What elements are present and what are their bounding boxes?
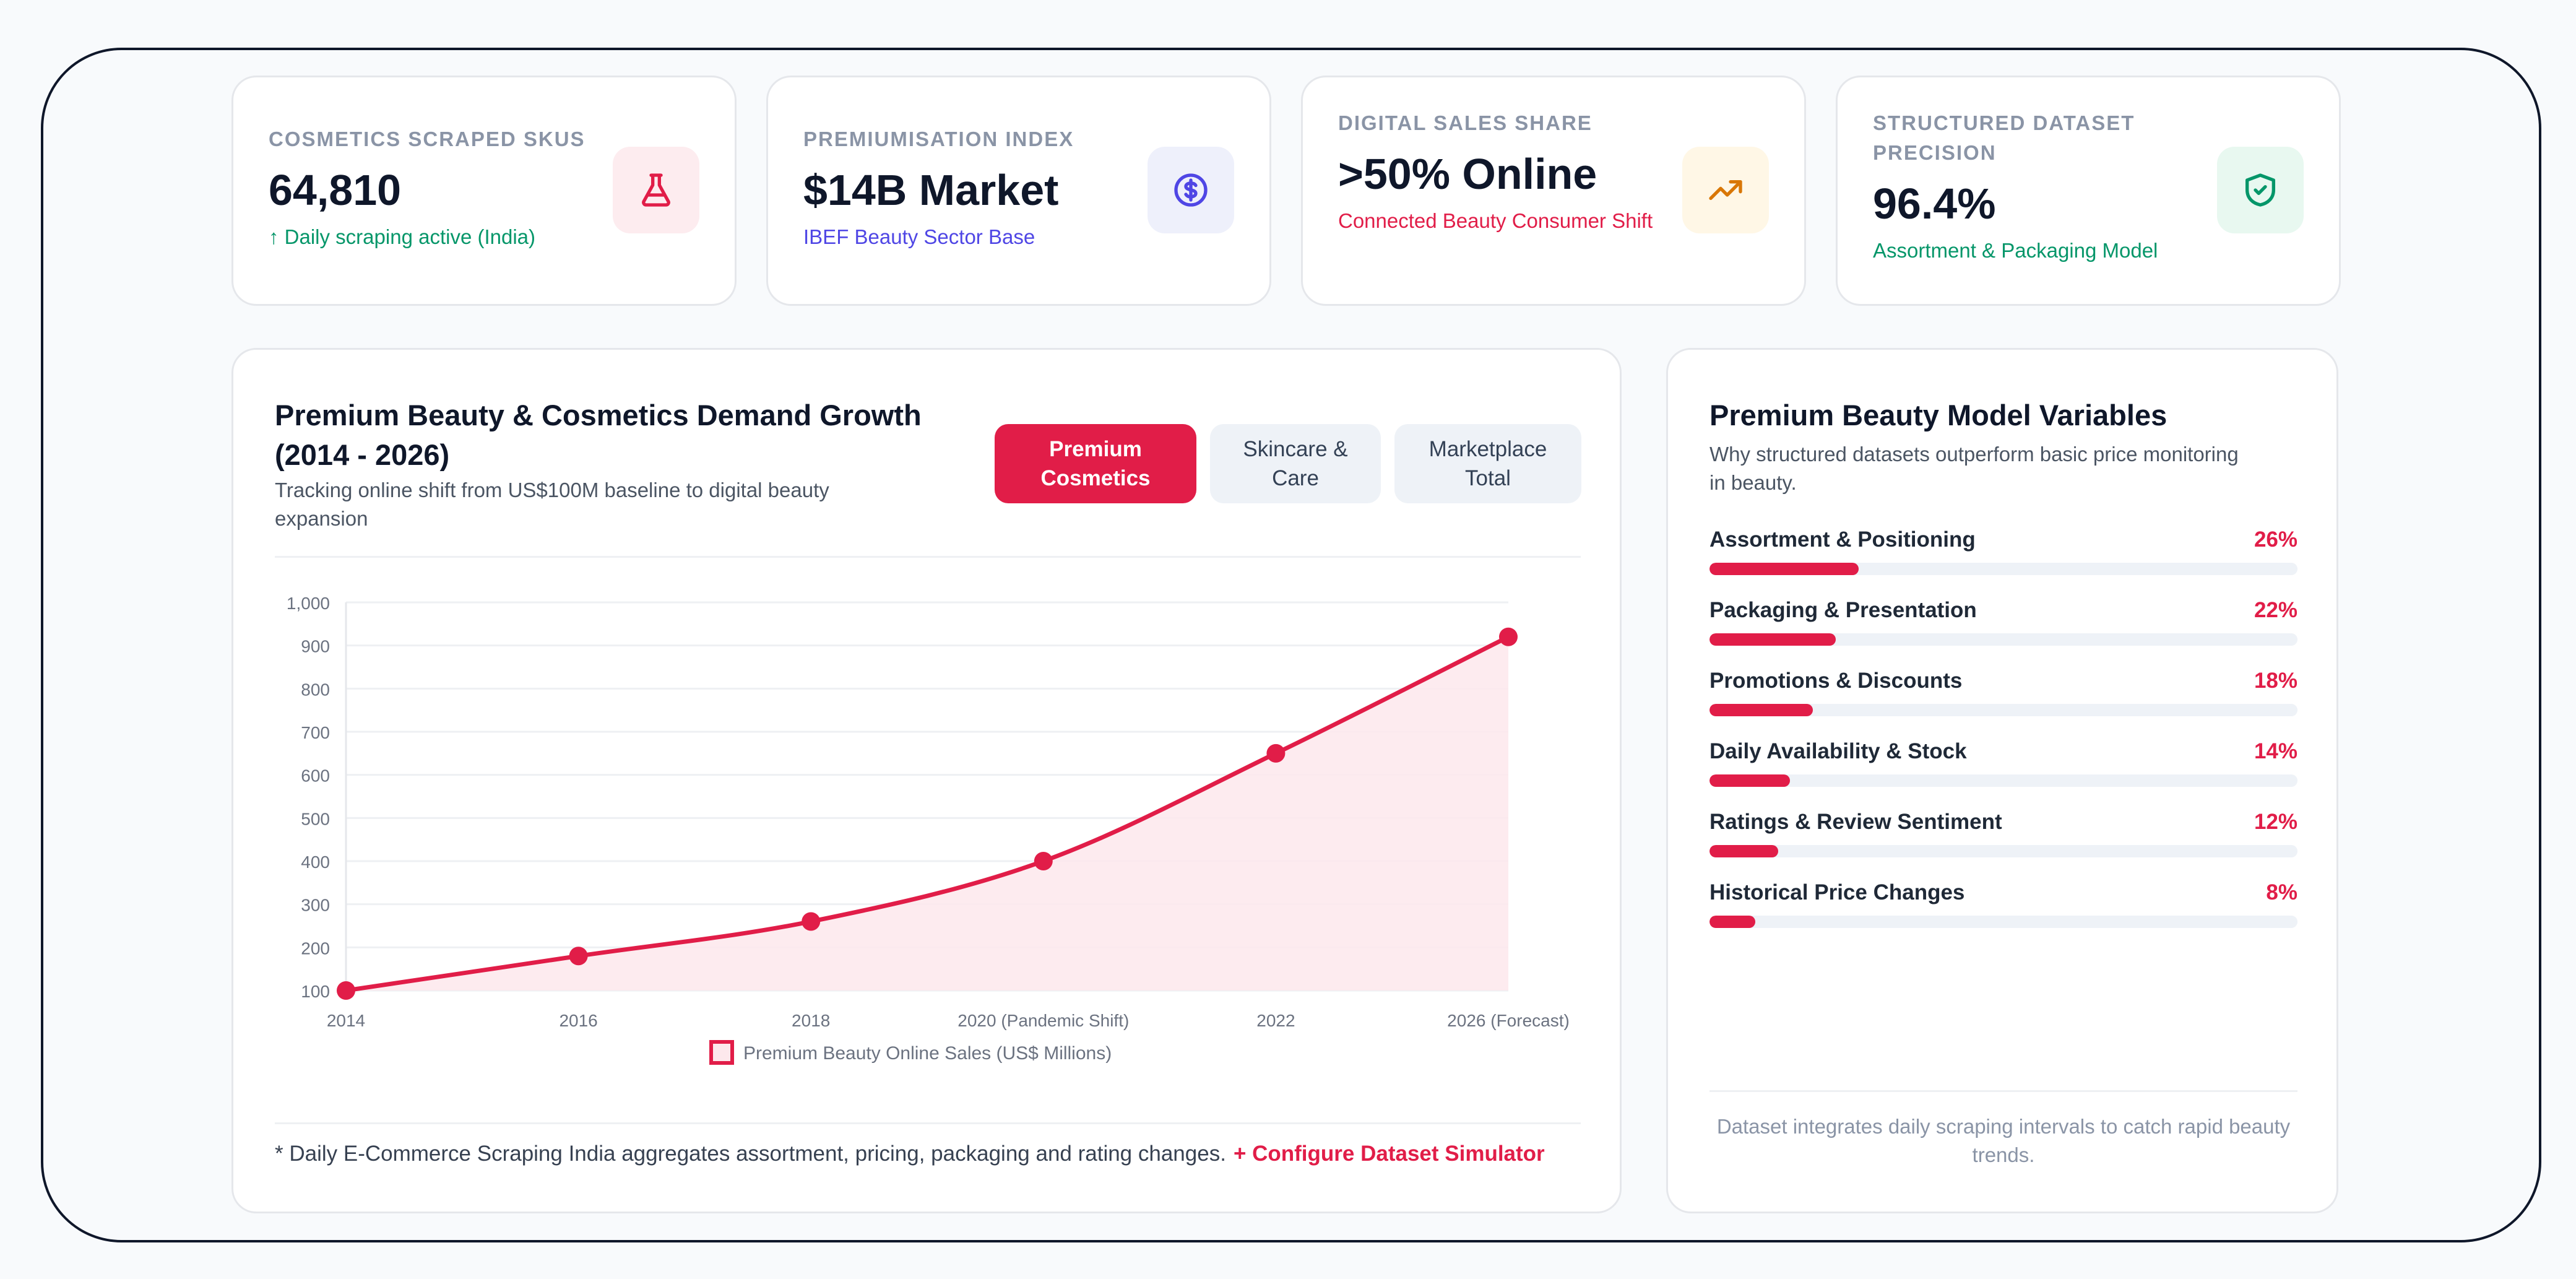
variable-track [1709, 845, 2297, 857]
tab-marketplace-total[interactable]: Marketplace Total [1394, 424, 1581, 503]
chart-footer-divider [275, 1122, 1581, 1124]
trending-up-icon [1682, 147, 1769, 233]
y-tick-label: 700 [301, 723, 330, 742]
shield-check-icon [2217, 147, 2304, 233]
data-point [1034, 852, 1053, 870]
variable-track [1709, 774, 2297, 787]
variable-fill [1709, 845, 1779, 857]
variable-track [1709, 916, 2297, 928]
kpi-sub: Assortment & Packaging Model [1873, 239, 2158, 262]
x-tick-label: 2020 (Pandemic Shift) [957, 1011, 1129, 1030]
variable-label: Daily Availability & Stock [1709, 739, 1967, 763]
tab-skincare-care[interactable]: Skincare & Care [1210, 424, 1381, 503]
model-variables-card: Premium Beauty Model Variables Why struc… [1666, 348, 2338, 1213]
variable-row: Assortment & Positioning 26% [1709, 526, 2297, 587]
y-tick-label: 1,000 [287, 594, 330, 613]
y-tick-label: 300 [301, 896, 330, 915]
footnote-text: * Daily E-Commerce Scraping India aggreg… [275, 1142, 1226, 1166]
variable-row: Promotions & Discounts 18% [1709, 667, 2297, 729]
x-tick-label: 2014 [327, 1011, 365, 1030]
demand-growth-chart-card: Premium Beauty & Cosmetics Demand Growth… [231, 348, 1622, 1213]
x-tick-label: 2022 [1256, 1011, 1295, 1030]
y-tick-label: 200 [301, 939, 330, 958]
x-tick-label: 2016 [559, 1011, 597, 1030]
variable-fill [1709, 774, 1790, 787]
variables-title: Premium Beauty Model Variables [1709, 399, 2168, 431]
variable-label: Packaging & Presentation [1709, 598, 1977, 622]
chart-footnote: * Daily E-Commerce Scraping India aggreg… [275, 1140, 1545, 1168]
flask-icon [613, 147, 699, 233]
data-point [802, 912, 821, 931]
variable-percent: 22% [2254, 598, 2297, 622]
y-tick-label: 100 [301, 982, 330, 1001]
chart-header-divider [275, 556, 1581, 558]
series-area [346, 636, 1508, 991]
configure-dataset-simulator-link[interactable]: + Configure Dataset Simulator [1233, 1142, 1545, 1166]
data-point [1266, 744, 1286, 763]
kpi-label: STRUCTURED DATASET PRECISION [1873, 111, 2135, 164]
kpi-card-precision: STRUCTURED DATASET PRECISION 96.4% Assor… [1836, 76, 2341, 306]
kpi-card-digital-share: DIGITAL SALES SHARE >50% Online Connecte… [1301, 76, 1806, 306]
variable-percent: 18% [2254, 669, 2297, 693]
y-tick-label: 400 [301, 852, 330, 872]
variable-label: Historical Price Changes [1709, 880, 1965, 904]
chart-subtitle: Tracking online shift from US$100M basel… [275, 479, 829, 530]
variable-fill [1709, 916, 1756, 928]
kpi-label: COSMETICS SCRAPED SKUS [269, 128, 586, 150]
y-tick-label: 600 [301, 766, 330, 786]
variable-track [1709, 563, 2297, 575]
dollar-circle-icon [1148, 147, 1234, 233]
variables-footer-note: Dataset integrates daily scraping interv… [1716, 1115, 2291, 1166]
legend-label: Premium Beauty Online Sales (US$ Million… [743, 1043, 1112, 1064]
y-tick-label: 900 [301, 637, 330, 656]
variable-row: Historical Price Changes 8% [1709, 878, 2297, 940]
kpi-label: PREMIUMISATION INDEX [803, 128, 1074, 150]
data-point [569, 947, 588, 966]
x-tick-label: 2026 (Forecast) [1447, 1011, 1570, 1030]
series-line [345, 635, 1510, 993]
variable-percent: 26% [2254, 527, 2297, 552]
variable-label: Promotions & Discounts [1709, 669, 1963, 693]
tab-premium-cosmetics[interactable]: Premium Cosmetics [995, 424, 1196, 503]
chart-title: Premium Beauty & Cosmetics Demand Growth… [275, 399, 922, 471]
variables-subtitle: Why structured datasets outperform basic… [1709, 443, 2239, 494]
variable-fill [1709, 563, 1859, 575]
data-point [337, 981, 355, 1000]
y-tick-label: 500 [301, 809, 330, 828]
kpi-sub: Connected Beauty Consumer Shift [1338, 209, 1653, 232]
variable-row: Daily Availability & Stock 14% [1709, 737, 2297, 799]
variable-label: Assortment & Positioning [1709, 527, 1976, 552]
variable-track [1709, 704, 2297, 716]
kpi-value: >50% Online [1338, 150, 1597, 198]
legend-swatch [709, 1040, 734, 1065]
kpi-value: 96.4% [1873, 180, 1996, 228]
variables-footer-divider [1709, 1090, 2297, 1092]
kpi-value: 64,810 [269, 166, 402, 214]
variable-row: Packaging & Presentation 22% [1709, 596, 2297, 658]
data-point [1499, 627, 1518, 646]
variable-percent: 14% [2254, 739, 2297, 763]
variable-track [1709, 633, 2297, 646]
y-tick-label: 800 [301, 680, 330, 699]
variable-percent: 8% [2266, 880, 2297, 904]
x-tick-label: 2018 [792, 1011, 830, 1030]
demand-growth-chart: 100 200 300 400 500 600 700 800 900 1,000 2014 201… [287, 594, 1570, 1065]
variable-percent: 12% [2254, 810, 2297, 834]
kpi-card-skus: COSMETICS SCRAPED SKUS 64,810 ↑ Daily sc… [231, 76, 737, 306]
kpi-card-premiumisation: PREMIUMISATION INDEX $14B Market IBEF Be… [766, 76, 1271, 306]
kpi-value: $14B Market [803, 166, 1059, 214]
variable-fill [1709, 633, 1836, 646]
variable-row: Ratings & Review Sentiment 12% [1709, 808, 2297, 870]
variable-label: Ratings & Review Sentiment [1709, 810, 2002, 834]
kpi-label: DIGITAL SALES SHARE [1338, 111, 1593, 134]
kpi-sub: IBEF Beauty Sector Base [803, 225, 1035, 248]
variable-fill [1709, 704, 1813, 716]
kpi-sub: ↑ Daily scraping active (India) [269, 225, 535, 248]
